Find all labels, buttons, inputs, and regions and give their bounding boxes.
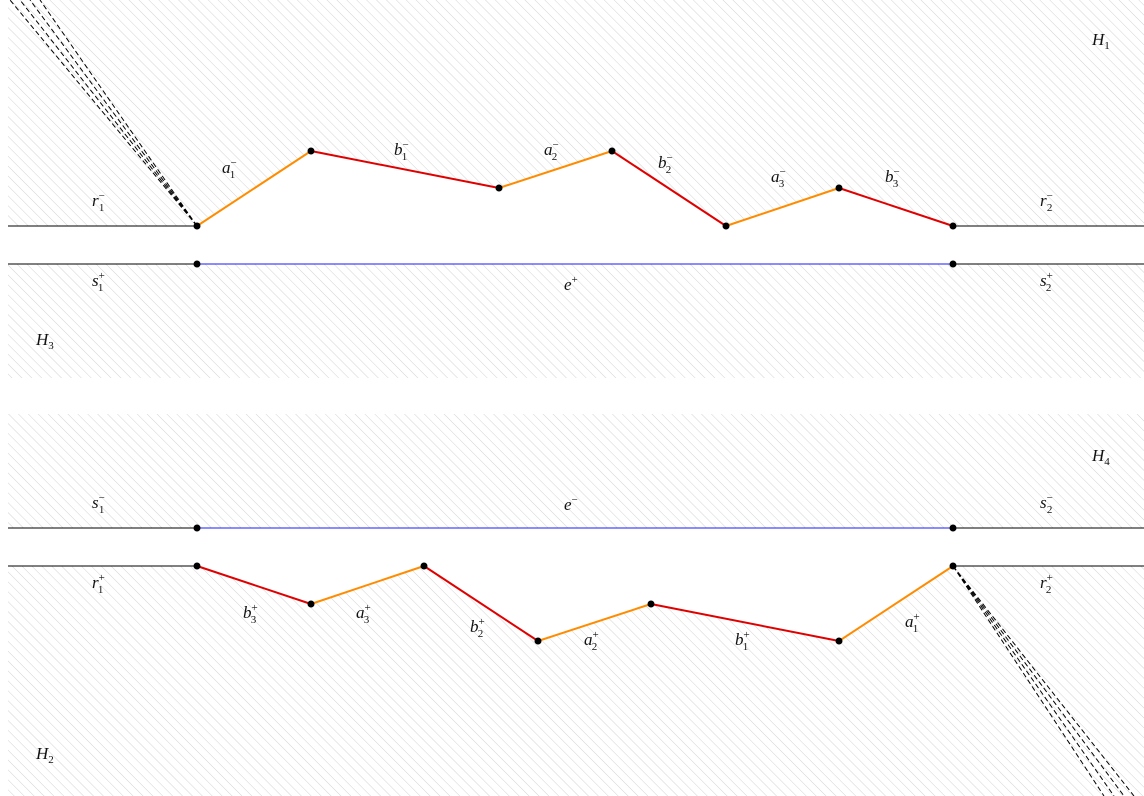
segment-b1-plus — [650, 603, 840, 642]
segment-a3-plus — [310, 565, 425, 605]
vertices-bottom — [193, 524, 957, 645]
region-h2-fill — [8, 566, 1144, 796]
segment-a1-plus — [838, 565, 954, 642]
segment-a2-plus — [537, 603, 652, 642]
dashed-rays-bottom — [952, 565, 1135, 796]
vertex — [949, 562, 957, 570]
label-b1-minus: b− 1 — [394, 139, 409, 163]
label-a2-minus: a− 2 — [544, 139, 559, 163]
region-h3-fill — [8, 264, 1144, 378]
label-h3: H3 — [35, 330, 54, 352]
label-b2-plus: b+ 2 — [470, 616, 485, 640]
vertex — [495, 184, 503, 192]
label-h1: H1 — [1091, 30, 1110, 52]
label-h4: H4 — [1091, 446, 1110, 468]
vertex — [949, 222, 957, 230]
vertex — [534, 637, 542, 645]
label-r2-plus: r+ 2 — [1040, 572, 1053, 596]
vertex — [193, 524, 201, 532]
label-a3-minus: a− 3 — [771, 166, 786, 190]
segment-b2-minus — [611, 150, 727, 227]
label-s2-minus: s− 2 — [1040, 492, 1053, 516]
segment-b2-plus — [423, 565, 539, 642]
vertex — [420, 562, 428, 570]
bottom-panel: H4 H2 s− 1 s− 2 e− r+ 1 r+ 2 b+ 3 a+ 3 b+ 2 a+ 2… — [8, 414, 1144, 796]
label-b3-minus: b− 3 — [885, 166, 900, 190]
dashed-rays-top — [9, 0, 198, 227]
segment-b3-plus — [196, 565, 312, 605]
label-e-plus: e+ — [564, 274, 578, 294]
vertex — [647, 600, 655, 608]
vertex — [193, 562, 201, 570]
label-s1-minus: s− 1 — [92, 492, 105, 516]
label-r2-minus: r− 2 — [1040, 190, 1053, 214]
label-r1-minus: r− 1 — [92, 190, 105, 214]
label-s1-plus: s+ 1 — [92, 270, 105, 294]
region-h1-fill — [8, 0, 1144, 226]
vertex — [949, 260, 957, 268]
segment-b3-minus — [838, 187, 954, 227]
segment-a2-minus — [498, 150, 613, 189]
label-a2-plus: a+ 2 — [584, 629, 599, 653]
label-a3-plus: a+ 3 — [356, 602, 371, 626]
vertex — [307, 147, 315, 155]
vertex — [722, 222, 730, 230]
label-r1-plus: r+ 1 — [92, 572, 105, 596]
label-a1-plus: a+ 1 — [905, 611, 920, 635]
label-h2: H2 — [35, 744, 54, 766]
segment-a3-minus — [725, 187, 840, 227]
segment-a1-minus — [196, 150, 312, 227]
region-h4-fill — [8, 414, 1144, 528]
label-e-minus: e− — [564, 494, 578, 514]
vertex — [835, 637, 843, 645]
label-b2-minus: b− 2 — [658, 152, 673, 176]
label-a1-minus: a− 1 — [222, 157, 237, 181]
vertex — [608, 147, 616, 155]
vertex — [307, 600, 315, 608]
vertices-top — [193, 147, 957, 268]
vertex — [949, 524, 957, 532]
label-b3-plus: b+ 3 — [243, 602, 258, 626]
label-s2-plus: s+ 2 — [1040, 270, 1053, 294]
top-panel: H1 H3 r− 1 r− 2 s+ 1 s+ 2 e+ a− 1 b− 1 a− 2 b− 2… — [8, 0, 1144, 378]
vertex — [193, 222, 201, 230]
label-b1-plus: b+ 1 — [735, 629, 750, 653]
vertex — [193, 260, 201, 268]
segment-b1-minus — [310, 150, 500, 189]
vertex — [835, 184, 843, 192]
